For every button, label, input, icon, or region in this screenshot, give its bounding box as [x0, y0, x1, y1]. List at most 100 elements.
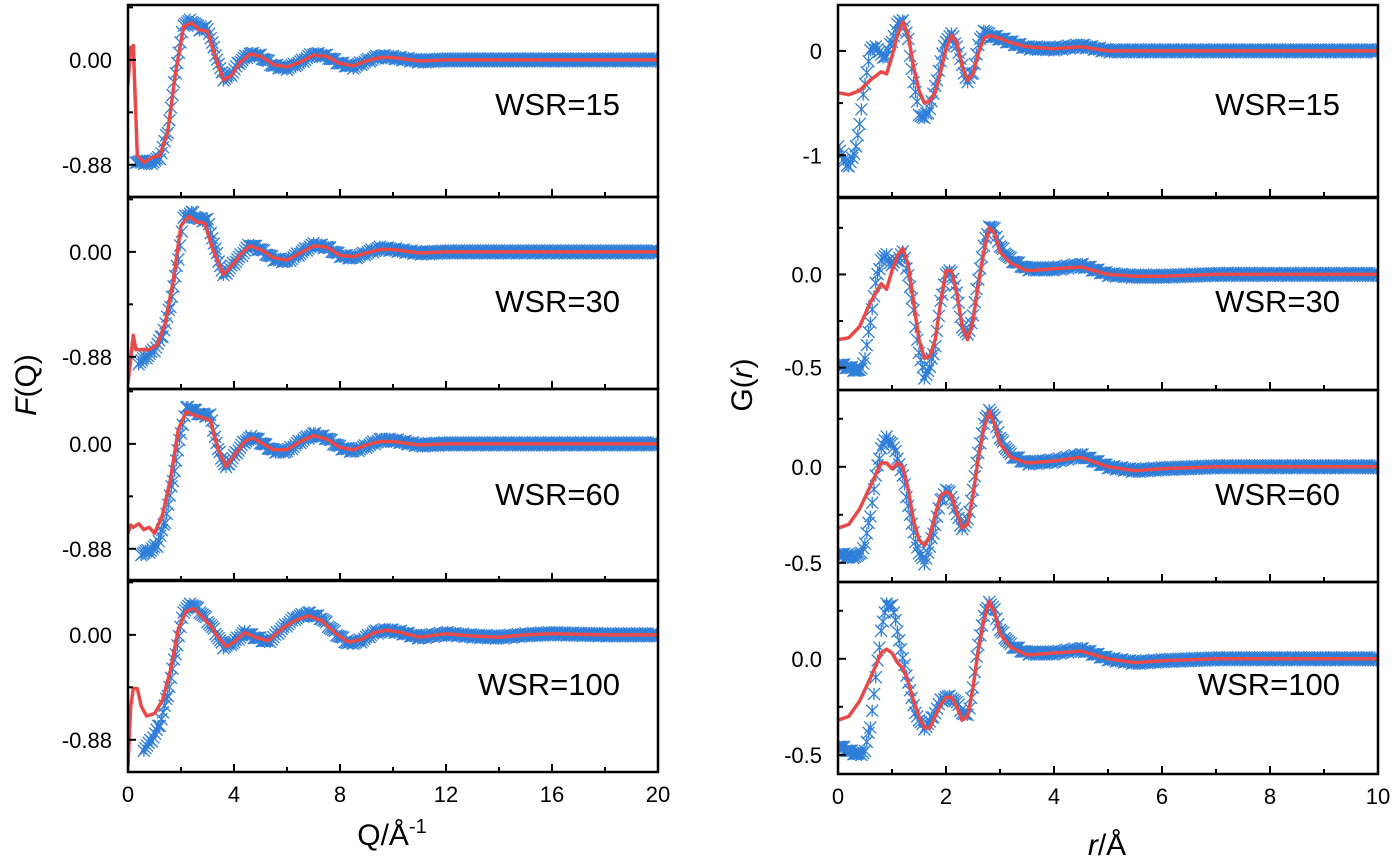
- experiment-point: [651, 628, 658, 642]
- x-tick-label: 0: [122, 782, 134, 807]
- simulation-line: [128, 409, 658, 536]
- experiment-point: [923, 102, 937, 116]
- experiment-point: [1371, 42, 1378, 56]
- experiment-point: [876, 615, 890, 629]
- experiment-point: [865, 496, 879, 510]
- experiment-point: [892, 633, 906, 647]
- panel-label: WSR=100: [478, 667, 620, 702]
- experiment-point: [865, 704, 879, 718]
- y-tick-label: 0.00: [69, 623, 112, 648]
- x-tick-label: 8: [1264, 784, 1276, 809]
- simulation-line: [838, 19, 1378, 105]
- experiment-point: [853, 117, 867, 131]
- panel-label: WSR=60: [1215, 477, 1340, 512]
- y-tick-label: -0.88: [62, 537, 112, 562]
- panel-label: WSR=15: [1215, 87, 1340, 122]
- experiment-point: [887, 606, 901, 620]
- experiment-point: [921, 364, 935, 378]
- experiment-point: [860, 735, 874, 749]
- experiment-point: [863, 721, 877, 734]
- experiment-point: [1371, 653, 1378, 667]
- x-tick-label: 20: [646, 782, 670, 807]
- right-x-axis-title: r/Å: [1088, 829, 1126, 862]
- x-tick-label: 4: [1048, 784, 1060, 809]
- experiment-point: [854, 102, 868, 116]
- experiment-point: [885, 598, 899, 612]
- experiment-point: [860, 66, 874, 80]
- panel-wsr-100: 0.0 -0.5 WSR=100: [784, 580, 1380, 776]
- right-chart-gr: 0 -1 WSR=15 0.0 -0.5 WSR=30 0.0 -0.5 WSR=60 0.0 -0…: [784, 3, 1390, 809]
- x-tick-label: 16: [540, 782, 564, 807]
- simulation-line: [128, 21, 658, 165]
- experiment-series: [838, 13, 1378, 173]
- experiment-point: [1371, 268, 1378, 282]
- experiment-point: [860, 526, 874, 540]
- x-tick-label: 8: [334, 782, 346, 807]
- y-tick-label: 0.00: [69, 240, 112, 265]
- y-tick-label: -1: [802, 143, 822, 168]
- experiment-point: [874, 624, 888, 638]
- x-tick-label: 10: [1366, 784, 1390, 809]
- panel-label: WSR=100: [1198, 667, 1340, 702]
- left-x-axis-title: Q/Å-1: [357, 816, 426, 852]
- y-tick-label: 0: [810, 39, 822, 64]
- experiment-point: [889, 613, 903, 627]
- y-tick-label: -0.88: [62, 728, 112, 753]
- x-tick-label: 2: [940, 784, 952, 809]
- experiment-point: [860, 338, 874, 352]
- panel-wsr-60: 0.0 -0.5 WSR=60: [784, 388, 1380, 584]
- panel-label: WSR=30: [495, 284, 620, 319]
- experiment-point: [890, 625, 904, 638]
- experiment-point: [858, 537, 872, 551]
- experiment-point: [887, 441, 901, 454]
- y-tick-label: 0.0: [791, 647, 822, 672]
- simulation-line: [838, 409, 1378, 548]
- experiment-point: [847, 147, 861, 161]
- panel-wsr-30: 0.0 -0.5 WSR=30: [784, 196, 1380, 392]
- experiment-point: [651, 54, 658, 68]
- simulation-line: [128, 214, 658, 385]
- experiment-point: [871, 267, 885, 281]
- experiment-point: [862, 54, 876, 68]
- experiment-point: [863, 509, 877, 523]
- experiment-point: [851, 128, 865, 142]
- left-y-axis-title: F(Q): [10, 354, 43, 416]
- experiment-point: [923, 360, 937, 374]
- y-tick-label: -0.88: [62, 153, 112, 178]
- panel-label: WSR=60: [495, 477, 620, 512]
- experiment-point: [651, 437, 658, 451]
- simulation-line: [838, 599, 1378, 730]
- panel-wsr-30: 0.00 -0.88 WSR=30: [62, 195, 660, 391]
- experiment-point: [867, 687, 881, 701]
- experiment-point: [858, 351, 872, 365]
- y-tick-label: -0.5: [784, 551, 822, 576]
- y-tick-label: -0.88: [62, 345, 112, 370]
- simulation-line: [838, 226, 1378, 361]
- y-tick-label: 0.0: [791, 262, 822, 287]
- experiment-point: [863, 316, 877, 330]
- x-tick-label: 6: [1156, 784, 1168, 809]
- experiment-point: [845, 151, 859, 165]
- y-tick-label: 0.00: [69, 48, 112, 73]
- left-chart-fq: 0.00 -0.88 WSR=15 0.00 -0.88 WSR=30 0.00 -0.88 W…: [62, 3, 670, 807]
- x-tick-label: 4: [228, 782, 240, 807]
- experiment-point: [856, 541, 870, 555]
- panel-wsr-100: 0.00 -0.88 WSR=100: [62, 578, 660, 774]
- panel-label: WSR=15: [495, 87, 620, 122]
- right-y-axis-title: G(r): [726, 358, 759, 411]
- panel-wsr-15: 0 -1 WSR=15: [802, 3, 1380, 199]
- y-tick-label: -0.5: [784, 743, 822, 768]
- experiment-point: [1371, 461, 1378, 475]
- panel-wsr-60: 0.00 -0.88 WSR=60: [62, 387, 660, 583]
- panel-wsr-15: 0.00 -0.88 WSR=15: [62, 3, 660, 199]
- experiment-point: [921, 106, 935, 120]
- y-tick-label: 0.0: [791, 455, 822, 480]
- experiment-point: [889, 444, 903, 458]
- experiment-point: [849, 139, 863, 153]
- panel-label: WSR=30: [1215, 284, 1340, 319]
- y-tick-label: -0.5: [784, 356, 822, 381]
- experiment-point: [651, 244, 658, 258]
- x-tick-label: 12: [434, 782, 458, 807]
- x-tick-label: 0: [832, 784, 844, 809]
